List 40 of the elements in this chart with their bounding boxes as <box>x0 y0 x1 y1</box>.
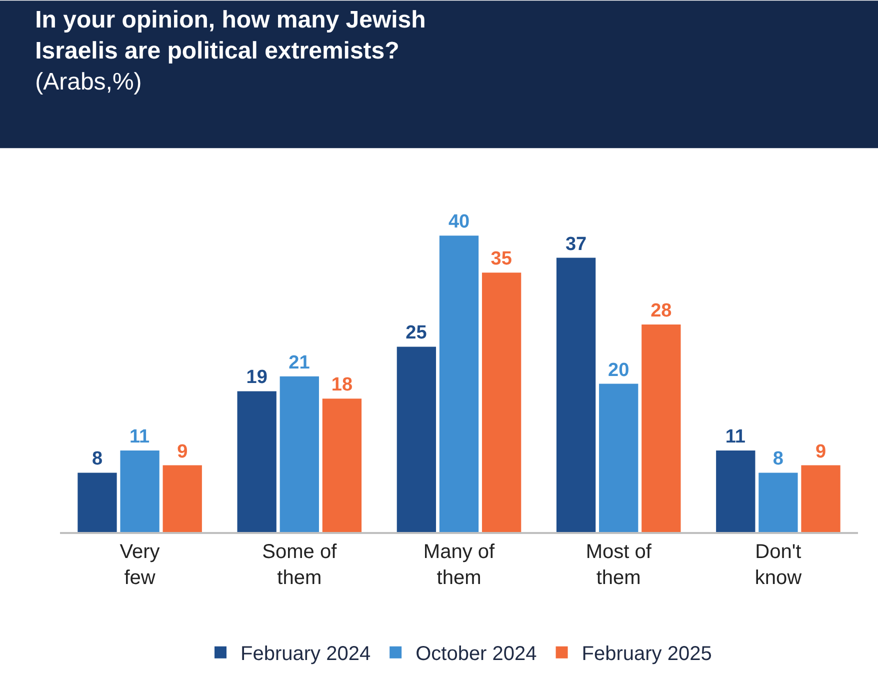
bar <box>716 450 756 532</box>
chart-subtitle: (Arabs,%) <box>35 68 142 96</box>
bar <box>439 236 479 532</box>
bar <box>78 472 117 532</box>
data-label: 25 <box>406 322 428 344</box>
legend-label: February 2025 <box>582 643 712 666</box>
data-label: 11 <box>130 426 150 448</box>
bar <box>599 384 638 532</box>
chart-title: In your opinion, how many Jewish Israelis are political extremists? <box>35 6 426 65</box>
data-label: 9 <box>815 441 826 462</box>
x-tick-label: Very few <box>120 540 160 589</box>
data-label: 11 <box>725 426 746 448</box>
data-label: 9 <box>177 441 188 462</box>
x-tick-label: Many of them <box>423 540 496 589</box>
data-label: 8 <box>92 448 103 470</box>
data-label: 40 <box>448 212 470 233</box>
bar <box>162 465 202 532</box>
data-label: 18 <box>331 374 353 396</box>
bar <box>237 391 276 532</box>
data-label: 35 <box>490 248 512 270</box>
data-label: 19 <box>246 367 268 388</box>
data-label: 8 <box>772 448 784 470</box>
bar <box>396 346 436 532</box>
bar <box>801 465 840 532</box>
data-label: 28 <box>650 300 672 322</box>
bar <box>642 324 681 532</box>
legend-label: February 2024 <box>240 643 371 666</box>
bar <box>758 472 798 532</box>
data-label: 37 <box>565 234 587 255</box>
x-tick-label: Some of them <box>262 540 338 589</box>
bar <box>556 258 596 532</box>
bar <box>280 376 319 532</box>
data-label: 21 <box>288 352 310 374</box>
bar <box>322 398 362 532</box>
bar <box>120 450 160 532</box>
legend-label: October 2024 <box>416 643 537 666</box>
x-tick-label: Don't know <box>754 540 802 589</box>
data-label: 20 <box>608 360 630 381</box>
bar <box>482 272 522 532</box>
x-tick-label: Most of them <box>586 540 652 589</box>
